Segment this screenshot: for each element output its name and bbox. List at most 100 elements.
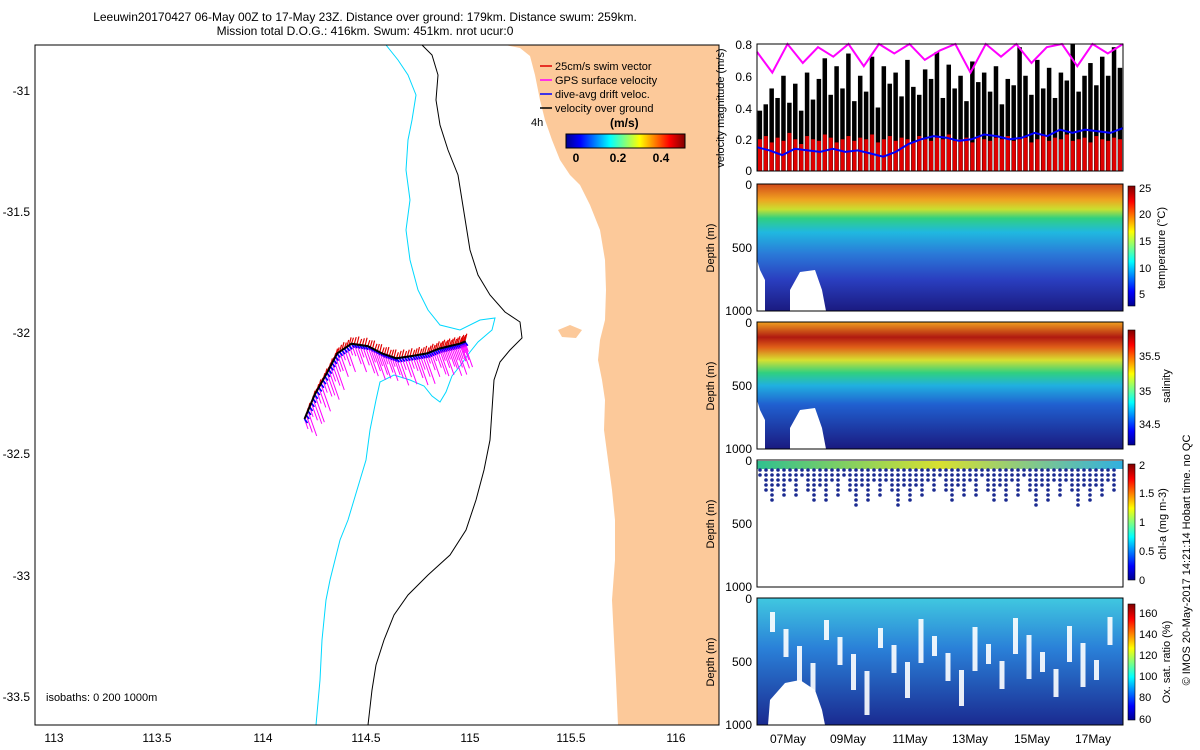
gps-vector	[379, 352, 389, 375]
gps-vector	[372, 348, 381, 372]
chla-sample	[992, 488, 996, 492]
chla-sample	[986, 468, 990, 472]
chla-sample	[902, 483, 906, 487]
chla-sample	[962, 468, 966, 472]
chla-sample	[1046, 498, 1050, 502]
chla-sample	[884, 473, 888, 477]
swim-velocity-bar	[769, 142, 774, 171]
chla-sample	[878, 468, 882, 472]
swim-velocity-bar	[758, 139, 762, 171]
temp-cbar-tick: 5	[1139, 289, 1145, 301]
oxygen-panel: 0 500 1000 Depth (m) 60 80 100 120 140 1…	[705, 592, 1173, 732]
gps-vector	[328, 369, 340, 400]
chla-sample	[800, 473, 804, 477]
chla-sample	[824, 483, 828, 487]
gps-vector	[450, 345, 463, 376]
chla-sample	[968, 478, 972, 482]
gps-vector	[353, 343, 362, 365]
chla-sample	[926, 473, 930, 477]
ground-velocity-bar	[987, 91, 993, 171]
chla-sample	[920, 478, 924, 482]
swim-velocity-bar	[1076, 139, 1081, 171]
chla-sample	[770, 498, 774, 502]
chla-sample	[1010, 478, 1014, 482]
chla-sample	[932, 468, 936, 472]
swim-velocity-bar	[1082, 137, 1087, 171]
chla-sample	[998, 483, 1002, 487]
chla-sample	[1070, 468, 1074, 472]
swim-vector	[409, 348, 413, 357]
chla-sample	[1022, 473, 1026, 477]
vel-ytick: 0	[745, 164, 752, 178]
chla-sample	[986, 488, 990, 492]
swim-velocity-bar	[946, 134, 951, 171]
chla-sample	[998, 478, 1002, 482]
chla-sample	[1004, 498, 1008, 502]
land-island	[558, 325, 582, 338]
sal-ytick: 1000	[725, 442, 752, 456]
oxygen-gap	[1013, 618, 1018, 654]
land-island-2	[606, 370, 615, 384]
chla-sample	[1076, 488, 1080, 492]
gps-vector	[443, 347, 455, 376]
chla-sample	[848, 483, 852, 487]
chart-title-line2: Mission total D.O.G.: 416km. Swum: 451km…	[216, 24, 514, 38]
oxygen-gap	[918, 619, 924, 663]
chla-sample	[878, 493, 882, 497]
swim-vector	[379, 344, 383, 353]
swim-vector	[436, 341, 440, 350]
ground-velocity-bar	[916, 94, 922, 171]
chla-sample	[824, 473, 828, 477]
chla-sample	[836, 493, 840, 497]
sal-ylabel: Depth (m)	[705, 362, 717, 411]
time-xtick: 09May	[830, 732, 866, 746]
swim-velocity-bar	[828, 137, 833, 171]
chla-sample	[1010, 473, 1014, 477]
chla-sample	[938, 473, 942, 477]
chla-frame	[756, 459, 1124, 588]
chla-sample	[872, 473, 876, 477]
chla-sample	[824, 493, 828, 497]
chla-sample	[770, 473, 774, 477]
ox-cbar-tick: 100	[1139, 671, 1157, 683]
track-map: 113 113.5 114 114.5 115 115.5 116 -31 -3…	[3, 44, 720, 745]
ground-velocity-bar	[887, 83, 892, 171]
swim-velocity-bar	[1000, 139, 1004, 171]
chla-cbar-tick: 1.5	[1139, 488, 1154, 500]
chla-sample	[1004, 478, 1008, 482]
vel-ytick: 0.8	[735, 38, 752, 52]
chla-sample	[842, 473, 846, 477]
chla-sample	[878, 483, 882, 487]
swim-velocity-bar	[917, 136, 922, 171]
temperature-panel: 0 500 1000 Depth (m) 5 10 15 20 25 tempe…	[705, 178, 1168, 318]
swim-velocity-bar	[1112, 137, 1117, 171]
chla-sample	[908, 473, 912, 477]
vel-ytick: 0.6	[735, 70, 752, 84]
chla-sample	[878, 478, 882, 482]
gps-vector	[386, 354, 394, 373]
swim-velocity-bar	[1029, 142, 1034, 171]
swim-vector	[421, 347, 425, 355]
chla-sample	[1076, 478, 1080, 482]
chla-sample	[812, 473, 816, 477]
ground-velocity-bar	[875, 107, 881, 171]
swim-vector	[356, 336, 360, 345]
legend-label: GPS surface velocity	[555, 75, 658, 87]
chla-sample	[812, 493, 816, 497]
oxygen-gap	[972, 627, 978, 671]
swim-vector	[371, 340, 376, 349]
chla-sample	[1100, 468, 1104, 472]
chla-sample	[932, 483, 936, 487]
ground-velocity-bar	[1094, 85, 1099, 171]
chla-sample	[974, 468, 978, 472]
chla-sample	[914, 483, 918, 487]
swim-vector	[401, 349, 405, 358]
gps-vector	[442, 347, 451, 368]
chla-sample	[788, 468, 792, 472]
swim-velocity-bar	[970, 142, 975, 171]
ground-velocity-bar	[793, 83, 798, 171]
chla-sample	[776, 478, 780, 482]
chla-sample	[860, 468, 864, 472]
chla-sample	[962, 478, 966, 482]
gps-vector	[463, 341, 473, 368]
